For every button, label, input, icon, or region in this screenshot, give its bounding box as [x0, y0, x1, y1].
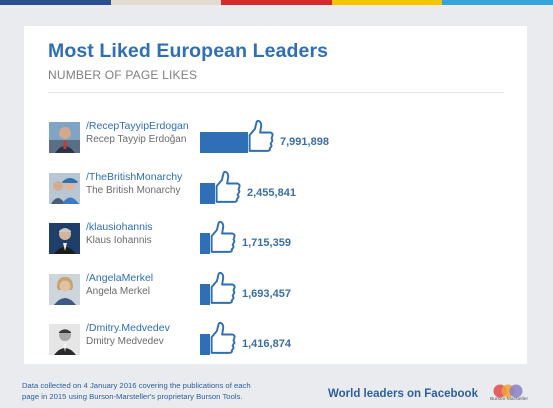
chart-subtitle: NUMBER OF PAGE LIKES — [48, 68, 198, 82]
stripe-segment — [0, 0, 111, 5]
leader-row: /AngelaMerkel Angela Merkel 1,693,457 — [49, 268, 519, 308]
footnote-line: Data collected on 4 January 2016 coverin… — [22, 381, 251, 390]
chart-title: Most Liked European Leaders — [48, 40, 329, 62]
likes-value-label: 2,455,841 — [247, 186, 296, 199]
data-footnote: Data collected on 4 January 2016 coverin… — [22, 381, 251, 402]
page-handle: /klausiohannis — [86, 221, 153, 233]
leader-row: /TheBritishMonarchy The British Monarchy 2… — [49, 167, 519, 207]
leader-portrait-icon — [49, 273, 80, 305]
chart-card: Most Liked European Leaders NUMBER OF PA… — [24, 26, 527, 364]
stripe-segment — [221, 0, 332, 5]
footer-tagline: World leaders on Facebook — [328, 388, 478, 400]
leader-name: Dmitry Medvedev — [86, 336, 164, 347]
leader-portrait-icon — [49, 324, 80, 355]
top-color-stripe — [0, 0, 553, 5]
leader-portrait-icon — [49, 223, 80, 254]
leader-row: /RecepTayyipErdogan Recep Tayyip Erdoğan 7… — [49, 116, 519, 156]
leader-row: /klausiohannis Klaus Iohannis 1,715,359 — [49, 217, 519, 257]
stripe-segment — [331, 0, 443, 5]
page-handle: /AngelaMerkel — [86, 271, 154, 284]
thumbs-up-icon — [203, 220, 236, 253]
likes-value-label: 7,991,898 — [280, 136, 329, 148]
likes-value-label: 1,715,359 — [242, 237, 291, 249]
burson-marsteller-logo-icon — [493, 384, 523, 398]
thumbs-up-icon — [241, 119, 274, 152]
royal-couple-portrait-icon — [49, 172, 80, 204]
leader-name: Recep Tayyip Erdoğan — [86, 134, 187, 145]
likes-bar — [200, 132, 248, 153]
stripe-segment — [442, 0, 553, 5]
leader-name: The British Monarchy — [86, 184, 181, 196]
logo-text: Burson-Marsteller — [490, 397, 528, 402]
thumbs-up-icon — [203, 271, 236, 304]
thumbs-up-icon — [208, 170, 241, 203]
page-handle: /RecepTayyipErdogan — [86, 120, 189, 132]
likes-value-label: 1,416,874 — [242, 338, 291, 350]
leader-name: Angela Merkel — [86, 285, 150, 297]
stripe-segment — [110, 0, 222, 5]
footnote-line: page in 2015 using Burson-Marsteller's p… — [22, 391, 243, 401]
likes-value-label: 1,693,457 — [242, 287, 291, 300]
leader-name: Klaus Iohannis — [86, 235, 152, 246]
header-divider — [48, 92, 504, 93]
page-handle: /TheBritishMonarchy — [86, 170, 183, 183]
page-handle: /Dmitry.Medvedev — [86, 322, 170, 334]
leader-row: /Dmitry.Medvedev Dmitry Medvedev 1,416,874 — [49, 318, 519, 358]
leader-portrait-icon — [49, 122, 80, 153]
thumbs-up-icon — [203, 321, 236, 354]
